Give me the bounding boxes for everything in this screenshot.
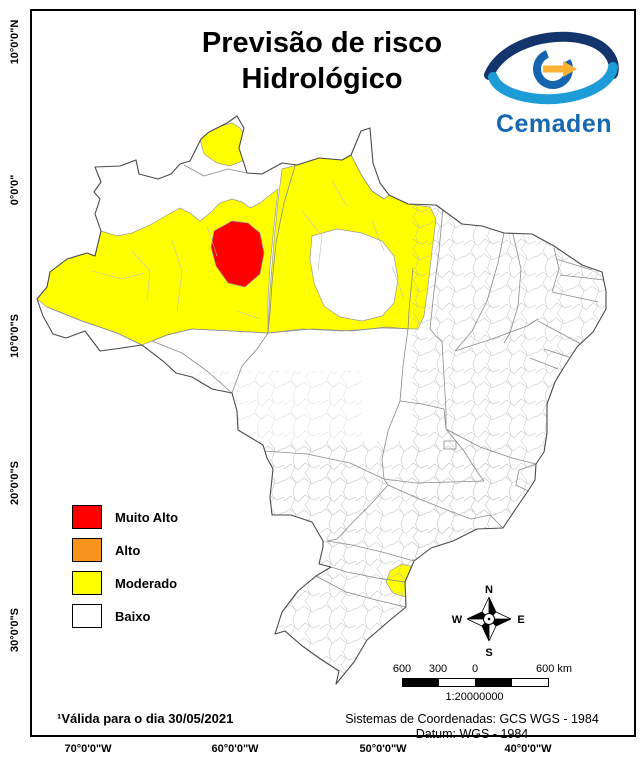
legend-label-alto: Alto	[115, 542, 141, 558]
lat-label: 30°0'0"S	[9, 607, 21, 653]
scale-label-300: 300	[428, 663, 448, 675]
lon-label: 50°0'0"W	[359, 743, 407, 755]
lat-label: 0°0'0"	[9, 174, 21, 206]
scale-label-600-left: 600	[392, 663, 412, 675]
legend-item-baixo: Baixo	[72, 604, 178, 628]
compass-e-label: E	[517, 614, 524, 626]
map-frame: Previsão de risco Hidrológico Cemaden Mu…	[30, 9, 636, 741]
scale-bar-graphic	[402, 678, 549, 687]
lat-label: 10°0'0"N	[9, 19, 21, 65]
state-boundaries	[46, 154, 605, 608]
page-title: Previsão de risco Hidrológico	[92, 25, 552, 97]
brazil-map	[36, 115, 607, 685]
lon-label: 70°0'0"W	[64, 743, 112, 755]
legend-item-moderado: Moderado	[72, 571, 178, 595]
legend-label-muito-alto: Muito Alto	[115, 509, 179, 525]
cemaden-eye-icon	[484, 31, 619, 105]
legend-swatch-muito-alto	[72, 505, 102, 529]
credits-line-2: Datum: WGS - 1984	[415, 727, 529, 741]
municipal-boundaries-sparse	[91, 180, 405, 320]
legend-swatch-baixo	[72, 604, 102, 628]
legend-item-alto: Alto	[72, 538, 178, 562]
scale-bar: 600 300 0 600 km 1:20000000	[372, 663, 602, 709]
title-line-1: Previsão de risco	[201, 27, 443, 59]
cemaden-wordmark: Cemaden	[495, 110, 613, 138]
risk-region-muito-alto	[210, 220, 265, 288]
scale-label-0: 0	[471, 663, 479, 675]
legend-label-moderado: Moderado	[115, 575, 178, 591]
lat-label: 10°0'0"S	[9, 313, 21, 359]
scale-segment	[403, 679, 439, 686]
legend-swatch-alto	[72, 538, 102, 562]
title-line-2: Hidrológico	[241, 63, 403, 95]
lon-label: 40°0'0"W	[504, 743, 552, 755]
legend: Muito Alto Alto Moderado Baixo	[72, 505, 178, 637]
coordinate-system-credits: Sistemas de Coordenadas: GCS WGS - 1984 …	[322, 712, 622, 742]
cemaden-logo: Cemaden	[479, 27, 629, 139]
brazil-outline	[36, 115, 607, 685]
legend-label-baixo: Baixo	[115, 608, 151, 624]
scale-label-600-km: 600 km	[535, 663, 573, 675]
scale-ratio: 1:20000000	[445, 691, 504, 703]
scale-segment	[476, 679, 512, 686]
compass-rose-icon: N S W E	[452, 584, 525, 659]
compass-n-label: N	[485, 584, 493, 596]
lat-label: 20°0'0"S	[9, 460, 21, 506]
scale-segment	[512, 679, 548, 686]
lon-label: 60°0'0"W	[211, 743, 259, 755]
compass-s-label: S	[485, 647, 492, 659]
legend-item-muito-alto: Muito Alto	[72, 505, 178, 529]
credits-line-1: Sistemas de Coordenadas: GCS WGS - 1984	[345, 712, 599, 726]
compass-w-label: W	[452, 614, 463, 626]
validity-note: ¹Válida para o dia 30/05/2021	[57, 711, 234, 726]
scale-segment	[439, 679, 476, 686]
legend-swatch-moderado	[72, 571, 102, 595]
